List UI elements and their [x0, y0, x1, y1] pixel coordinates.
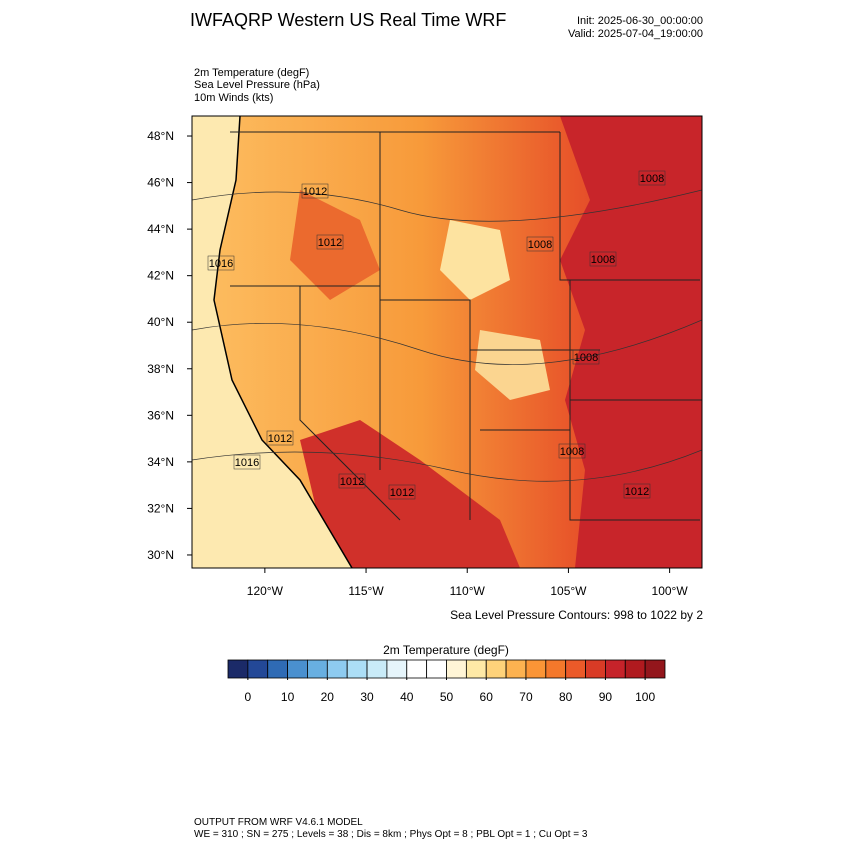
contour-label-box: [558, 443, 586, 459]
contour-label-box: [623, 483, 651, 499]
colorbar-box: [307, 659, 328, 679]
x-tick-label: 100°W: [652, 584, 689, 598]
contour-note: Sea Level Pressure Contours: 998 to 1022…: [450, 608, 703, 622]
contour-label: 1008: [591, 254, 615, 266]
footer: OUTPUT FROM WRF V4.6.1 MODEL: [194, 817, 363, 828]
contour-label: 1012: [390, 487, 414, 499]
colorbar-box: [247, 659, 269, 679]
field-label: 2m Temperature (degF): [194, 67, 309, 79]
colorbar-box: [386, 659, 408, 679]
y-tick-label: 30°N: [147, 548, 174, 562]
hot-region: [300, 420, 520, 568]
colorbar-box: [585, 659, 606, 679]
contour-label-box: [266, 430, 294, 446]
colorbar-box: [565, 659, 586, 679]
colorbar-tick-label: 100: [635, 690, 655, 704]
coastline: [213, 116, 353, 568]
y-tick-label: 44°N: [147, 222, 174, 236]
colorbar-box: [287, 659, 308, 679]
colorbar-box: [644, 659, 666, 679]
contour-label: 1008: [640, 173, 664, 185]
contour-label: 1008: [574, 352, 598, 364]
colorbar-box: [406, 659, 428, 679]
valid-time: Valid: 2025-07-04_19:00:00: [568, 28, 703, 40]
colorbar-tick-label: 0: [245, 690, 252, 704]
contour-label: 1012: [268, 433, 292, 445]
contour-label: 1008: [560, 446, 584, 458]
colorbar-box: [605, 659, 626, 679]
colorbar-box: [267, 659, 288, 679]
colorbar-tick-label: 60: [480, 690, 494, 704]
contour-label-box: [233, 454, 261, 470]
contour-label-box: [316, 234, 344, 250]
contour-label-box: [638, 170, 666, 186]
footer: WE = 310 ; SN = 275 ; Levels = 38 ; Dis …: [194, 829, 588, 840]
x-tick-label: 105°W: [550, 584, 587, 598]
contour-label-box: [388, 484, 416, 500]
colorbar-box: [545, 659, 567, 679]
colorbar-box: [505, 659, 527, 679]
contour-label-box: [207, 255, 235, 271]
contour-label-box: [301, 183, 329, 199]
y-tick-label: 46°N: [147, 176, 174, 190]
colorbar-box: [426, 659, 447, 679]
colorbar-tick-label: 50: [440, 690, 454, 704]
field-label: Sea Level Pressure (hPa): [194, 79, 320, 91]
map: [192, 116, 702, 568]
colorbar-tick-label: 20: [321, 690, 335, 704]
colorbar-tick-label: 90: [599, 690, 613, 704]
contour-label-box: [589, 251, 617, 267]
contour-label: 1012: [318, 237, 342, 249]
y-tick-label: 48°N: [147, 129, 174, 143]
field-label: 10m Winds (kts): [194, 92, 273, 104]
contour-label-box: [338, 473, 366, 489]
y-tick-label: 34°N: [147, 455, 174, 469]
colorbar-tick-label: 80: [559, 690, 573, 704]
colorbar-box: [525, 659, 547, 679]
colorbar-tick-label: 10: [281, 690, 295, 704]
y-tick-label: 42°N: [147, 269, 174, 283]
x-tick-label: 110°W: [450, 584, 486, 598]
contour-label-box: [526, 236, 554, 252]
x-tick-label: 115°W: [348, 584, 384, 598]
hot-region: [560, 116, 702, 568]
colorbar-box: [465, 659, 487, 679]
cool-region: [440, 220, 510, 300]
colorbar-title: 2m Temperature (degF): [383, 643, 509, 657]
title: IWFAQRP Western US Real Time WRF: [190, 10, 506, 30]
x-tick-label: 120°W: [247, 584, 284, 598]
colorbar-box: [446, 659, 467, 679]
colorbar-box: [366, 659, 388, 679]
colorbar-box: [346, 659, 368, 679]
colorbar-tick-label: 30: [360, 690, 374, 704]
y-tick-label: 32°N: [147, 501, 174, 515]
y-tick-label: 38°N: [147, 362, 174, 376]
pressure-contours: [192, 189, 702, 482]
colorbar-tick-label: 70: [519, 690, 533, 704]
state-borders: [230, 131, 702, 521]
contour-label: 1016: [235, 457, 259, 469]
contour-label-box: [572, 349, 600, 365]
contour-label: 1012: [625, 486, 649, 498]
y-tick-label: 40°N: [147, 315, 174, 329]
warm-region: [290, 190, 380, 300]
map-frame: [191, 115, 703, 569]
init-time: Init: 2025-06-30_00:00:00: [577, 15, 703, 27]
colorbar-box: [227, 659, 249, 679]
contour-label: 1012: [303, 186, 327, 198]
colorbar-box: [485, 659, 507, 679]
y-tick-label: 36°N: [147, 408, 174, 422]
colorbar-box: [326, 659, 348, 679]
colorbar-tick-label: 40: [400, 690, 414, 704]
colorbar-box: [624, 659, 646, 679]
contour-label: 1008: [528, 239, 552, 251]
contour-label: 1016: [209, 258, 233, 270]
contour-label: 1012: [340, 476, 364, 488]
cool-region: [475, 330, 550, 400]
